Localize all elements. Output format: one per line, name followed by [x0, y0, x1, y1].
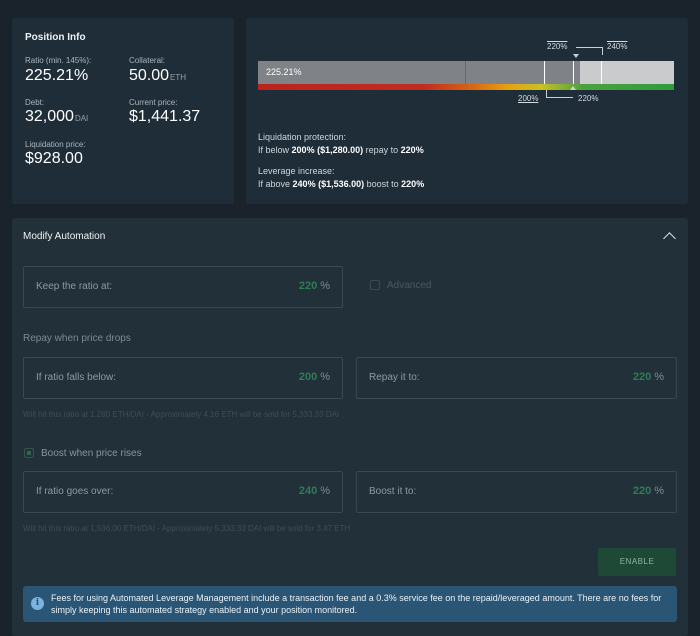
repay-below-field[interactable]: If ratio falls below: 200%	[23, 357, 343, 399]
boost-to-field[interactable]: Boost it to: 220%	[356, 471, 677, 513]
lp-middle: repay to	[365, 145, 399, 155]
boost-to-value: 220%	[633, 485, 664, 497]
boost-over-value: 240%	[299, 485, 330, 497]
current-price-label: Current price:	[129, 98, 178, 107]
repay-note: Will hit this ratio at 1,280 ETH/DAI - A…	[23, 410, 340, 419]
repay-to-number: 220	[632, 371, 652, 383]
repay-below-number: 200	[298, 371, 318, 383]
repay-to-field[interactable]: Repay it to: 220%	[356, 357, 677, 399]
boost-section-title: Boost when price rises	[41, 448, 142, 459]
li-middle: boost to	[366, 179, 399, 189]
repay-to-unit: %	[654, 371, 664, 383]
collateral-label: Collateral:	[129, 56, 166, 65]
bottom-tick-220: 220%	[578, 94, 599, 103]
modify-automation-card: Modify Automation Keep the ratio at: 220…	[12, 218, 688, 636]
boost-checkbox[interactable]	[24, 448, 34, 458]
info-icon: i	[31, 597, 44, 610]
modify-automation-title: Modify Automation	[23, 231, 106, 242]
fees-info-banner: i Fees for using Automated Leverage Mana…	[23, 586, 677, 622]
repay-to-label: Repay it to:	[369, 372, 420, 383]
advanced-label: Advanced	[387, 280, 432, 291]
leverage-increase-title: Leverage increase:	[258, 166, 335, 176]
ratio-bar: 225.21%	[258, 61, 674, 84]
boost-marker	[601, 61, 602, 84]
ratio-bar-safe-zone	[580, 61, 674, 84]
keep-ratio-field[interactable]: Keep the ratio at: 220%	[23, 266, 343, 308]
debt-label: Debt:	[25, 98, 45, 107]
ratio-graph-card: 220% 240% 225.21% 200% 220% Liquidation …	[246, 18, 688, 204]
liquidation-protection-rule: If below 200% ($1,280.00) repay to 220%	[258, 145, 424, 155]
bottom-arrow-icon	[570, 86, 576, 90]
liquidation-protection-title: Liquidation protection:	[258, 132, 347, 142]
keep-ratio-value: 220%	[299, 280, 330, 292]
boost-over-label: If ratio goes over:	[36, 486, 114, 497]
enable-button[interactable]: ENABLE	[598, 548, 676, 576]
liquidation-marker	[465, 61, 466, 84]
bottom-bracket	[546, 90, 573, 98]
boost-over-number: 240	[298, 485, 318, 497]
collateral-value: 50.00ETH	[129, 67, 186, 85]
bottom-tick-200: 200%	[518, 94, 539, 103]
keep-ratio-number: 220	[298, 280, 318, 292]
boost-to-unit: %	[654, 485, 664, 497]
risk-gradient-bar	[258, 84, 674, 90]
chevron-up-icon[interactable]	[663, 232, 676, 245]
boost-to-label: Boost it to:	[369, 486, 417, 497]
advanced-checkbox[interactable]	[370, 280, 380, 290]
liquidation-price-label: Liquidation price:	[25, 140, 86, 149]
position-info-title: Position Info	[25, 32, 86, 43]
li-prefix: If above	[258, 179, 291, 189]
li-target: 220%	[401, 179, 425, 189]
repay-to-value: 220%	[633, 371, 664, 383]
target-marker	[573, 61, 574, 84]
current-ratio-label: 225.21%	[266, 67, 302, 77]
repay-section-title: Repay when price drops	[23, 333, 131, 344]
li-threshold: 240% ($1,536.00)	[292, 179, 365, 189]
collateral-amount: 50.00	[129, 67, 170, 84]
position-info-card: Position Info Ratio (min. 145%): 225.21%…	[12, 18, 234, 204]
repay-marker	[544, 61, 545, 84]
repay-below-unit: %	[320, 371, 330, 383]
lp-threshold: 200% ($1,280.00)	[291, 145, 364, 155]
debt-unit: DAI	[74, 114, 89, 123]
top-arrow-icon	[573, 54, 579, 58]
repay-below-value: 200%	[299, 371, 330, 383]
top-tick-220: 220%	[547, 42, 568, 51]
top-tick-240: 240%	[607, 42, 628, 51]
boost-over-field[interactable]: If ratio goes over: 240%	[23, 471, 343, 513]
top-bracket	[576, 47, 603, 55]
lp-target: 220%	[400, 145, 424, 155]
debt-amount: 32,000	[25, 108, 74, 125]
ratio-label: Ratio (min. 145%):	[25, 56, 92, 65]
liquidation-price-value: $928.00	[25, 150, 83, 167]
boost-to-number: 220	[632, 485, 652, 497]
ratio-value: 225.21%	[25, 67, 89, 84]
lp-prefix: If below	[258, 145, 290, 155]
fees-info-text: Fees for using Automated Leverage Manage…	[51, 593, 662, 615]
current-price-value: $1,441.37	[129, 108, 201, 125]
collateral-unit: ETH	[170, 73, 187, 82]
boost-note: Will hit this ratio at 1,536.00 ETH/DAI …	[23, 524, 351, 533]
keep-ratio-unit: %	[320, 280, 330, 292]
debt-value: 32,000DAI	[25, 108, 88, 126]
boost-over-unit: %	[320, 485, 330, 497]
leverage-increase-rule: If above 240% ($1,536.00) boost to 220%	[258, 179, 424, 189]
repay-below-label: If ratio falls below:	[36, 372, 117, 383]
keep-ratio-label: Keep the ratio at:	[36, 281, 113, 292]
